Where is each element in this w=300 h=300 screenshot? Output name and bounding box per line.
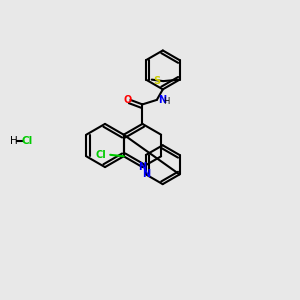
Text: N: N <box>142 169 150 179</box>
Text: H: H <box>10 136 17 146</box>
Text: S: S <box>154 76 161 86</box>
Text: N: N <box>138 162 146 172</box>
Text: Cl: Cl <box>96 150 106 160</box>
Text: H: H <box>164 97 170 106</box>
Text: Cl: Cl <box>21 136 33 146</box>
Text: O: O <box>123 95 131 105</box>
Text: N: N <box>158 95 166 105</box>
